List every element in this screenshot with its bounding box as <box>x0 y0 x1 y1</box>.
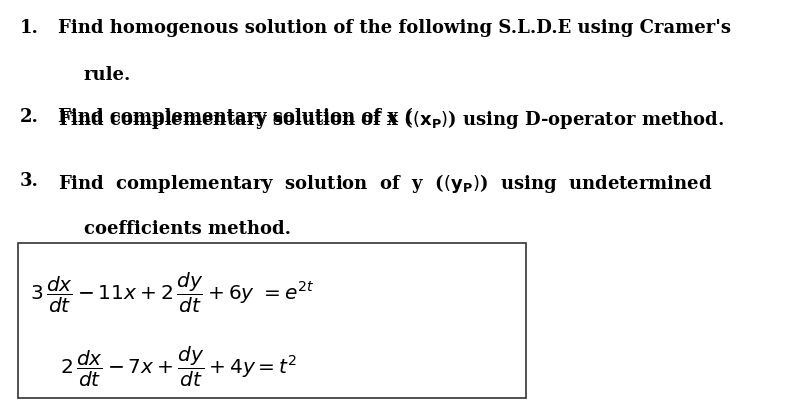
Text: rule.: rule. <box>84 66 131 84</box>
Text: $2\,\dfrac{dx}{dt} - 7x + \dfrac{dy}{dt} + 4y = t^{2}$: $2\,\dfrac{dx}{dt} - 7x + \dfrac{dy}{dt}… <box>60 345 298 389</box>
Text: 1.: 1. <box>20 19 39 37</box>
Text: 3.: 3. <box>20 172 39 190</box>
Text: Find complementary solution of x (: Find complementary solution of x ( <box>58 108 413 126</box>
Text: Find homogenous solution of the following S.L.D.E using Cramer's: Find homogenous solution of the followin… <box>58 19 730 37</box>
Text: $3\,\dfrac{dx}{dt} - 11x + 2\,\dfrac{dy}{dt} + 6y \ = e^{2t}$: $3\,\dfrac{dx}{dt} - 11x + 2\,\dfrac{dy}… <box>30 271 314 315</box>
Text: Find complementary solution of x ($(\mathbf{x_P})$) using D-operator method.: Find complementary solution of x ($(\mat… <box>58 108 724 131</box>
Text: Find  complementary  solution  of  y  ($(\mathbf{y_P})$)  using  undetermined: Find complementary solution of y ($(\mat… <box>58 172 712 195</box>
Text: coefficients method.: coefficients method. <box>84 220 291 238</box>
Text: 2.: 2. <box>20 108 39 126</box>
FancyBboxPatch shape <box>18 243 526 398</box>
